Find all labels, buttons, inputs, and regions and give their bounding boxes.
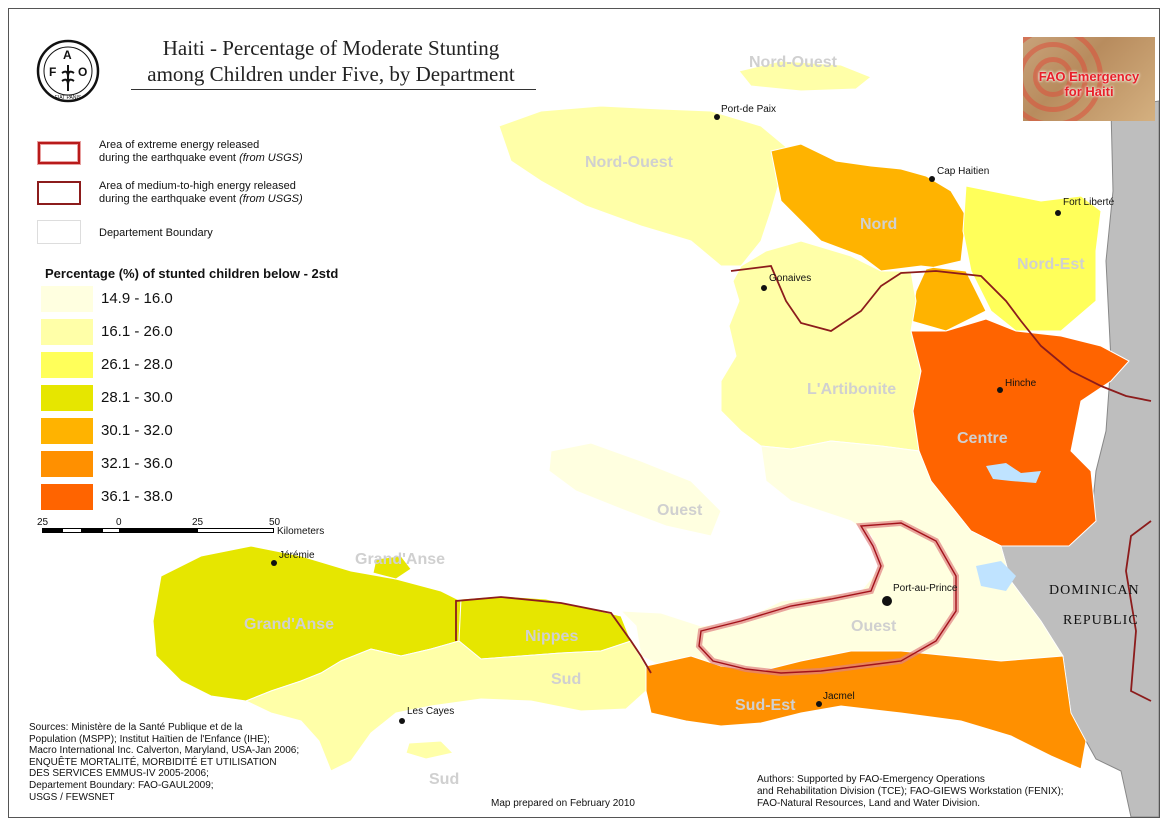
dept-nord-ouest [498, 105, 792, 267]
label-grandanse-top: Grand'Anse [355, 551, 446, 568]
city-dot-jeremie [271, 560, 277, 566]
scale-tick-0: 0 [116, 517, 122, 528]
authors-block: Authors: Supported by FAO-Emergency Oper… [757, 774, 1064, 809]
legend-class-label: 26.1 - 28.0 [101, 356, 173, 373]
legend-heading: Percentage (%) of stunted children below… [45, 266, 339, 281]
scale-segment [102, 528, 120, 533]
scale-tick-25: 25 [192, 517, 204, 528]
legend-class-label: 14.9 - 16.0 [101, 290, 173, 307]
dept-grandanse-islet [372, 555, 412, 580]
title-line-1: Haiti - Percentage of Moderate Stunting [162, 36, 500, 60]
dominican-label-1: DOMINICAN [1049, 583, 1140, 598]
dept-sud-islet [405, 740, 454, 760]
city-port-au-prince: Port-au-Prince [893, 583, 958, 594]
label-artibonite: L'Artibonite [807, 381, 897, 398]
badge-line-1: FAO Emergency [1038, 69, 1140, 84]
dominican-label-2: REPUBLIC [1063, 613, 1139, 628]
city-fort-liberte: Fort Liberté [1063, 197, 1115, 208]
badge-line-2: for Haiti [1064, 84, 1114, 99]
map-frame: Haiti - Percentage of Moderate Stunting … [8, 8, 1160, 818]
legend-class-label: 16.1 - 26.0 [101, 323, 173, 340]
label-sud-est: Sud-Est [735, 697, 796, 714]
label-nord-ouest-island: Nord-Ouest [749, 54, 837, 71]
logo-letter-o: O [78, 65, 87, 79]
title-line-2: among Children under Five, by Department [147, 62, 515, 86]
dept-nord-ouest-island [738, 60, 872, 92]
label-ouest: Ouest [851, 618, 897, 635]
legend-class-swatch [41, 352, 93, 378]
earthquake-medium-zone [455, 265, 1152, 702]
legend-medium-swatch [37, 181, 81, 205]
legend-class-swatch [41, 451, 93, 477]
legend-class-swatch [41, 286, 93, 312]
map-canvas [152, 60, 1159, 817]
label-ouest-island: Ouest [657, 502, 703, 519]
city-port-de-paix: Port-de Paix [721, 104, 777, 115]
label-grandanse: Grand'Anse [244, 616, 335, 633]
city-jacmel: Jacmel [823, 691, 855, 702]
legend-boundary-swatch [37, 220, 81, 244]
title-underline [131, 89, 536, 90]
legend-class-swatch [41, 484, 93, 510]
city-dot-port-au-prince [882, 596, 892, 606]
map-title: Haiti - Percentage of Moderate Stunting … [121, 35, 541, 87]
scale-segment [62, 528, 82, 533]
label-nord: Nord [860, 216, 898, 233]
scale-unit: Kilometers [277, 526, 325, 537]
dept-artibonite [720, 240, 922, 452]
dept-sud-est [645, 650, 1087, 770]
legend-class-label: 28.1 - 30.0 [101, 389, 173, 406]
city-jeremie: Jérémie [279, 550, 315, 561]
legend-boundary-text: Departement Boundary [99, 227, 213, 239]
scale-segment [120, 528, 197, 533]
city-les-cayes: Les Cayes [407, 706, 455, 717]
city-dot-fort-liberte [1055, 210, 1061, 216]
sources-block: Sources: Ministère de la Santé Publique … [29, 722, 300, 803]
legend-class-label: 36.1 - 38.0 [101, 488, 173, 505]
label-centre: Centre [957, 430, 1008, 447]
city-dot-cap-haitien [929, 176, 935, 182]
logo-motto: FIAT PANIS [55, 95, 82, 101]
legend-extreme-swatch [37, 141, 81, 165]
logo-letter-f: F [49, 65, 56, 79]
scale-tick-50: 50 [269, 517, 281, 528]
city-cap-haitien: Cap Haitien [937, 166, 990, 177]
city-dot-hinche [997, 387, 1003, 393]
scale-tick-25-left: 25 [37, 517, 49, 528]
city-hinche: Hinche [1005, 378, 1037, 389]
logo-letter-a: A [63, 48, 72, 62]
legend-class-label: 32.1 - 36.0 [101, 455, 173, 472]
city-dot-les-cayes [399, 718, 405, 724]
label-sud: Sud [551, 671, 582, 688]
legend-class-swatch [41, 385, 93, 411]
legend-extreme-text: Area of extreme energy released during t… [99, 139, 303, 164]
lake-saumatre [976, 561, 1016, 591]
label-nord-ouest: Nord-Ouest [585, 154, 673, 171]
label-sud-bottom: Sud [429, 771, 460, 788]
legend-class-swatch [41, 319, 93, 345]
fao-logo-icon: F A O FIAT PANIS [36, 39, 100, 103]
label-nord-est: Nord-Est [1017, 256, 1085, 273]
dept-ouest-island [548, 442, 722, 537]
legend-class-label: 30.1 - 32.0 [101, 422, 173, 439]
city-dot-jacmel [816, 701, 822, 707]
map-prepared-date: Map prepared on February 2010 [491, 798, 635, 809]
scale-segment [197, 528, 274, 533]
city-gonaives: Gonaives [769, 273, 812, 284]
lake-peligre [986, 463, 1041, 483]
city-dot-gonaives [761, 285, 767, 291]
scale-segment [82, 528, 102, 533]
label-nippes: Nippes [525, 628, 579, 645]
scale-segment [42, 528, 62, 533]
legend-class-swatch [41, 418, 93, 444]
dept-nord-est [962, 185, 1102, 332]
fao-emergency-badge: FAO Emergency for Haiti [1023, 37, 1155, 121]
city-dot-port-de-paix [714, 114, 720, 120]
legend-medium-text: Area of medium-to-high energy released d… [99, 180, 303, 205]
